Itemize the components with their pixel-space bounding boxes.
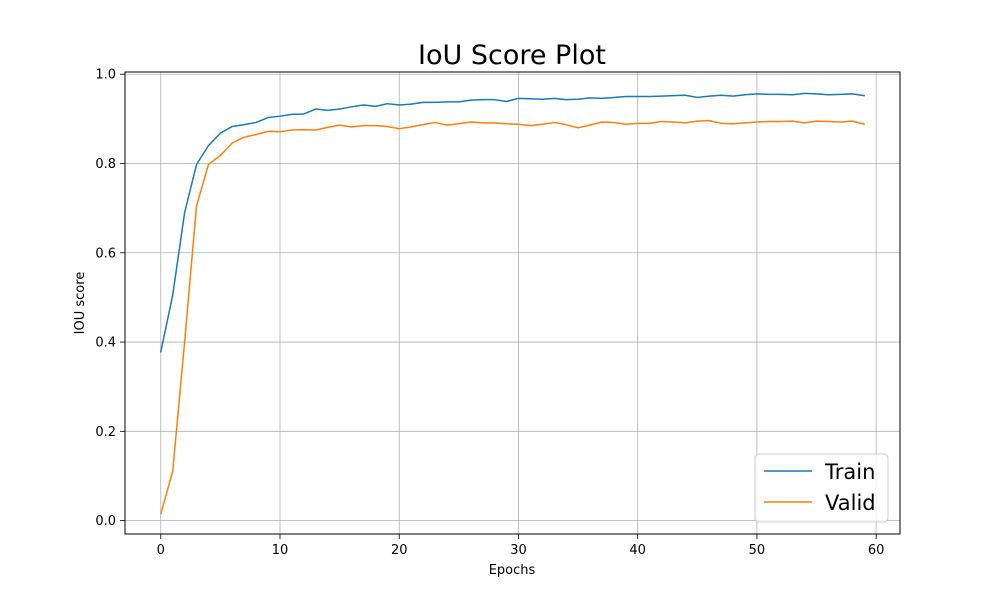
- x-tick-label: 60: [868, 543, 885, 558]
- chart-title: IoU Score Plot: [418, 40, 606, 71]
- y-tick-label: 0.6: [95, 246, 116, 261]
- tick-layer: 0 10 20 30 40 50 60 0.0 0.2 0.4 0.6 0.8 1.0: [95, 68, 884, 558]
- legend: Train Valid: [754, 453, 889, 523]
- y-tick-label: 1.0: [95, 68, 116, 83]
- y-tick-label: 0.8: [95, 157, 116, 172]
- x-tick-label: 20: [391, 543, 408, 558]
- x-tick-label: 50: [749, 543, 766, 558]
- series-line-train: [160, 92, 865, 353]
- x-tick-label: 30: [510, 543, 527, 558]
- y-tick-label: 0.2: [95, 425, 116, 440]
- series-layer: [160, 92, 865, 515]
- y-tick-label: 0.4: [95, 336, 116, 351]
- plot-area-frame: [124, 71, 901, 535]
- x-axis-label: Epochs: [489, 563, 536, 578]
- legend-label-valid: Valid: [825, 491, 876, 515]
- x-tick-label: 0: [157, 543, 165, 558]
- y-axis-label: IOU score: [73, 272, 88, 335]
- y-tick-label: 0.0: [95, 514, 116, 529]
- series-line-valid: [160, 119, 865, 515]
- legend-label-train: Train: [824, 460, 875, 484]
- x-tick-label: 10: [272, 543, 289, 558]
- x-tick-label: 40: [629, 543, 646, 558]
